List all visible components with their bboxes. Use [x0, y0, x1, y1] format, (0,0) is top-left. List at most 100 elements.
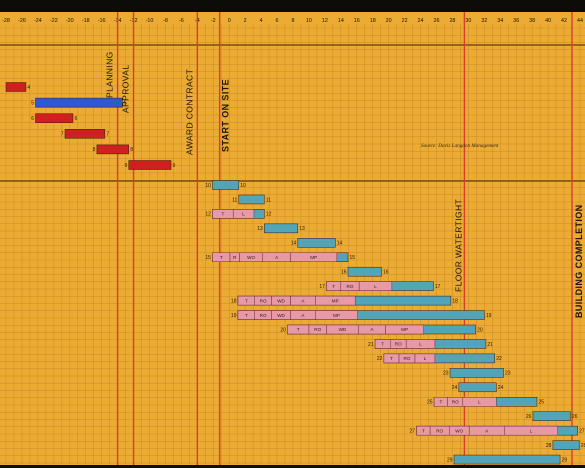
- x-tick-label: 32: [481, 18, 487, 24]
- gantt-bar: [532, 411, 571, 421]
- x-tick-label: -28: [2, 18, 10, 24]
- row-label-left: 16: [341, 270, 347, 276]
- x-tick-label: -16: [98, 18, 106, 24]
- segment-label: T: [381, 342, 384, 347]
- row-label-right: 25: [538, 400, 544, 406]
- row-label-left: 29: [447, 457, 453, 463]
- gantt-bar: [5, 82, 27, 92]
- gantt-segment: [358, 281, 393, 291]
- x-tick-label: 24: [418, 18, 424, 24]
- row-label-right: 20: [477, 327, 483, 333]
- milestone-label: START ON SITE: [221, 79, 231, 152]
- row-label-right: 28: [581, 443, 585, 449]
- gantt-bar: [96, 144, 130, 155]
- row-label-left: 13: [257, 226, 263, 232]
- row-label-right: 17: [435, 284, 441, 290]
- row-label-right: 22: [496, 356, 502, 362]
- x-tick-label: 4: [260, 18, 263, 24]
- gantt-segment: [315, 295, 356, 306]
- segment-label: RO: [347, 284, 354, 289]
- gantt-segment: [504, 425, 558, 436]
- segment-label: RO: [452, 399, 459, 404]
- x-tick-label: 26: [434, 18, 440, 24]
- segment-label: L: [242, 212, 245, 217]
- row-label-right: 6: [74, 116, 77, 122]
- row-label-left: 23: [443, 371, 449, 377]
- row-label-right: 4: [27, 85, 30, 91]
- segment-label: T: [439, 399, 442, 404]
- x-tick-label: 16: [354, 18, 360, 24]
- x-tick-label: -2: [211, 18, 216, 24]
- gantt-segment: [405, 339, 436, 349]
- x-tick-label: 34: [497, 18, 503, 24]
- row-label-right: 16: [383, 270, 389, 276]
- row-label-left: 21: [368, 342, 374, 348]
- x-tick-label: 20: [386, 18, 392, 24]
- gantt-bar: [238, 194, 265, 205]
- row-label-right: 23: [505, 371, 511, 377]
- segment-label: T: [422, 428, 425, 433]
- row-label-left: 12: [205, 212, 211, 218]
- x-tick-label: 6: [276, 18, 279, 24]
- segment-label: L: [424, 356, 427, 361]
- segment-label: RO: [260, 313, 267, 318]
- segment-label: T: [332, 284, 335, 289]
- segment-label: WD: [277, 298, 285, 303]
- row-label-left: 9: [124, 163, 127, 169]
- segment-label: T: [245, 313, 248, 318]
- row-label-left: 15: [205, 255, 211, 261]
- row-label-right: 26: [572, 414, 578, 420]
- segment-label: WO: [247, 255, 255, 260]
- segment-label: A: [485, 428, 489, 433]
- gantt-segment: [232, 209, 255, 219]
- row-label-left: 20: [280, 327, 286, 333]
- row-label-left: 6: [31, 116, 34, 122]
- segment-label: L: [374, 284, 377, 289]
- x-tick-label: 40: [545, 18, 551, 24]
- segment-label: RO: [314, 327, 321, 332]
- segment-label: RO: [260, 298, 267, 303]
- segment-label: RO: [395, 342, 402, 347]
- segment-label: MP: [333, 313, 340, 318]
- segment-label: A: [301, 313, 305, 318]
- row-label-left: 27: [410, 428, 416, 434]
- gantt-bar: [64, 129, 106, 139]
- row-label-left: 19: [231, 313, 237, 319]
- x-tick-label: 38: [529, 18, 535, 24]
- segment-label: T: [221, 212, 224, 217]
- x-tick-label: -20: [66, 18, 74, 24]
- row-label-left: 24: [452, 385, 458, 391]
- milestone-label: AWARD CONTRACT: [184, 69, 194, 155]
- x-tick-label: 2: [244, 18, 247, 24]
- row-label-right: 5: [124, 100, 127, 106]
- x-tick-label: -24: [34, 18, 42, 24]
- gantt-bar: [297, 238, 336, 248]
- row-label-left: 8: [93, 147, 96, 153]
- segment-label: T: [297, 327, 300, 332]
- row-label-right: 29: [562, 457, 568, 463]
- x-tick-label: -26: [18, 18, 26, 24]
- row-label-left: 25: [427, 400, 433, 406]
- x-tick-label: -22: [50, 18, 58, 24]
- row-label-right: 14: [337, 241, 343, 247]
- row-label-left: 5: [31, 100, 34, 106]
- x-tick-label: 42: [561, 18, 567, 24]
- row-label-right: 9: [173, 163, 176, 169]
- milestone-label: FLOOR WATERTIGHT: [453, 199, 463, 292]
- x-tick-label: 14: [338, 18, 344, 24]
- gantt-bar: [453, 454, 561, 465]
- milestone-label: PLANNING: [105, 51, 115, 98]
- x-tick-label: 30: [465, 18, 471, 24]
- gantt-bar: [35, 97, 123, 108]
- segment-label: A: [301, 298, 305, 303]
- row-label-left: 28: [546, 443, 552, 449]
- segment-label: L: [478, 399, 481, 404]
- x-tick-label: 44: [577, 18, 583, 24]
- gantt-bar: [449, 368, 504, 378]
- segment-label: WO: [455, 428, 463, 433]
- row-label-right: 11: [266, 197, 271, 203]
- source-note: Source: Davis Langdon Management: [421, 143, 499, 149]
- segment-label: L: [419, 342, 422, 347]
- x-tick-label: -10: [146, 18, 154, 24]
- segment-label: WD: [339, 327, 347, 332]
